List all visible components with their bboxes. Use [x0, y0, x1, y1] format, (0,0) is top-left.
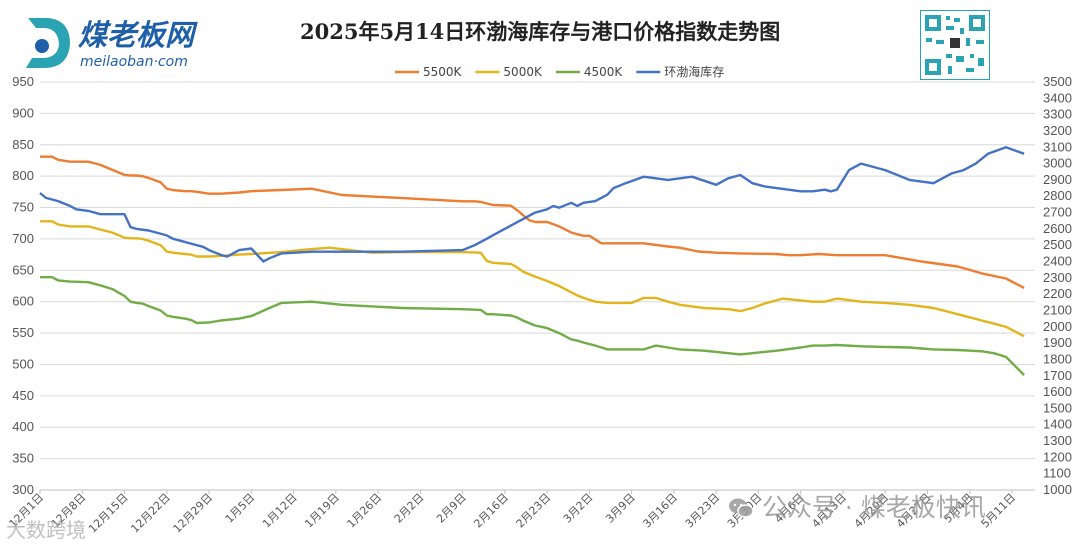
- y-right-tick-label: 3400: [1043, 90, 1072, 105]
- y-right-tick-label: 2200: [1043, 286, 1072, 301]
- x-tick-label: 12月15日: [86, 491, 131, 536]
- y-axis-left: 950 900 850 800 750 700 650 600 550 500 450 400 350 3…: [12, 74, 34, 497]
- qr-pattern: [925, 15, 985, 75]
- secondary-watermark: 大数跨境: [6, 518, 86, 542]
- y-left-tick-label: 750: [12, 200, 34, 215]
- legend: 5500K 5000K 4500K 环渤海库存: [395, 64, 724, 79]
- wechat-icon: [728, 496, 754, 518]
- y-left-tick-label: 800: [12, 168, 34, 183]
- y-right-tick-label: 2400: [1043, 254, 1072, 269]
- chart-title: 2025年5月14日环渤海库存与港口价格指数走势图: [300, 19, 781, 44]
- y-right-tick-label: 2500: [1043, 237, 1072, 252]
- y-right-tick-label: 3500: [1043, 74, 1072, 89]
- y-right-tick-label: 1000: [1043, 482, 1072, 497]
- series-line-4500K: [40, 276, 1025, 376]
- y-right-tick-label: 3200: [1043, 123, 1072, 138]
- y-right-tick-label: 1300: [1043, 433, 1072, 448]
- series-line-环渤海库存: [39, 146, 1025, 263]
- series-line-5000K: [40, 220, 1025, 338]
- y-right-tick-label: 3000: [1043, 156, 1072, 171]
- y-left-tick-label: 300: [12, 482, 34, 497]
- y-right-tick-label: 2800: [1043, 188, 1072, 203]
- x-tick-label: 1月26日: [345, 491, 385, 531]
- y-left-tick-label: 650: [12, 262, 34, 277]
- y-right-tick-label: 2900: [1043, 172, 1072, 187]
- x-tick-label: 1月12日: [260, 491, 300, 531]
- brand-name: 煤老板网: [78, 18, 198, 52]
- y-left-tick-label: 550: [12, 325, 34, 340]
- brand-logo: 煤老板网 meilaoban·com: [26, 18, 198, 70]
- series-line-5500K: [40, 155, 1025, 289]
- x-tick-label: 3月23日: [683, 491, 723, 531]
- y-right-tick-label: 1900: [1043, 335, 1072, 350]
- legend-label: 4500K: [584, 65, 624, 79]
- y-left-tick-label: 700: [12, 231, 34, 246]
- x-tick-label: 3月2日: [561, 491, 596, 526]
- y-left-tick-label: 600: [12, 294, 34, 309]
- x-tick-label: 3月16日: [640, 491, 680, 531]
- y-right-tick-label: 1100: [1043, 466, 1071, 481]
- y-right-tick-label: 2300: [1043, 270, 1072, 285]
- x-tick-label: 1月5日: [223, 491, 258, 526]
- y-left-tick-label: 900: [12, 105, 34, 120]
- y-right-tick-label: 1400: [1043, 417, 1072, 432]
- y-right-tick-label: 1800: [1043, 351, 1072, 366]
- watermark-text: 公众号 · 煤老板快讯: [761, 493, 986, 522]
- y-left-tick-label: 450: [12, 388, 34, 403]
- wechat-watermark: 公众号 · 煤老板快讯: [728, 488, 986, 524]
- y-right-tick-label: 1600: [1043, 384, 1072, 399]
- logo-d-core: [35, 39, 49, 53]
- gridlines: [40, 81, 1035, 491]
- y-right-tick-label: 2000: [1043, 319, 1072, 334]
- x-tick-label: 2月16日: [471, 491, 511, 531]
- y-left-tick-label: 400: [12, 419, 34, 434]
- x-tick-label: 2月2日: [392, 491, 427, 526]
- logo-d-mark: [26, 18, 70, 68]
- y-right-tick-label: 2700: [1043, 205, 1072, 220]
- y-right-tick-label: 1200: [1043, 449, 1072, 464]
- x-tick-label: 3月9日: [603, 491, 638, 526]
- legend-label: 环渤海库存: [664, 64, 724, 79]
- brand-domain: meilaoban·com: [80, 54, 188, 70]
- y-right-tick-label: 1700: [1043, 368, 1072, 383]
- x-tick-label: 1月19日: [302, 491, 342, 531]
- legend-label: 5500K: [423, 65, 463, 79]
- x-tick-label: 12月22日: [128, 491, 173, 536]
- x-tick-label: 2月23日: [514, 491, 554, 531]
- y-right-tick-label: 3300: [1043, 107, 1072, 122]
- y-left-tick-label: 850: [12, 137, 34, 152]
- legend-label: 5000K: [503, 65, 543, 79]
- y-left-tick-label: 950: [12, 74, 34, 89]
- x-tick-label: 2月9日: [434, 491, 469, 526]
- y-right-tick-label: 2600: [1043, 221, 1072, 236]
- x-tick-label: 12月29日: [171, 491, 216, 536]
- y-right-tick-label: 1500: [1043, 400, 1072, 415]
- y-right-tick-label: 2100: [1043, 302, 1072, 317]
- y-left-tick-label: 500: [12, 356, 34, 371]
- y-right-tick-label: 3100: [1043, 139, 1072, 154]
- y-left-tick-label: 350: [12, 451, 34, 466]
- qr-code: [920, 10, 990, 80]
- series-lines: [39, 146, 1025, 376]
